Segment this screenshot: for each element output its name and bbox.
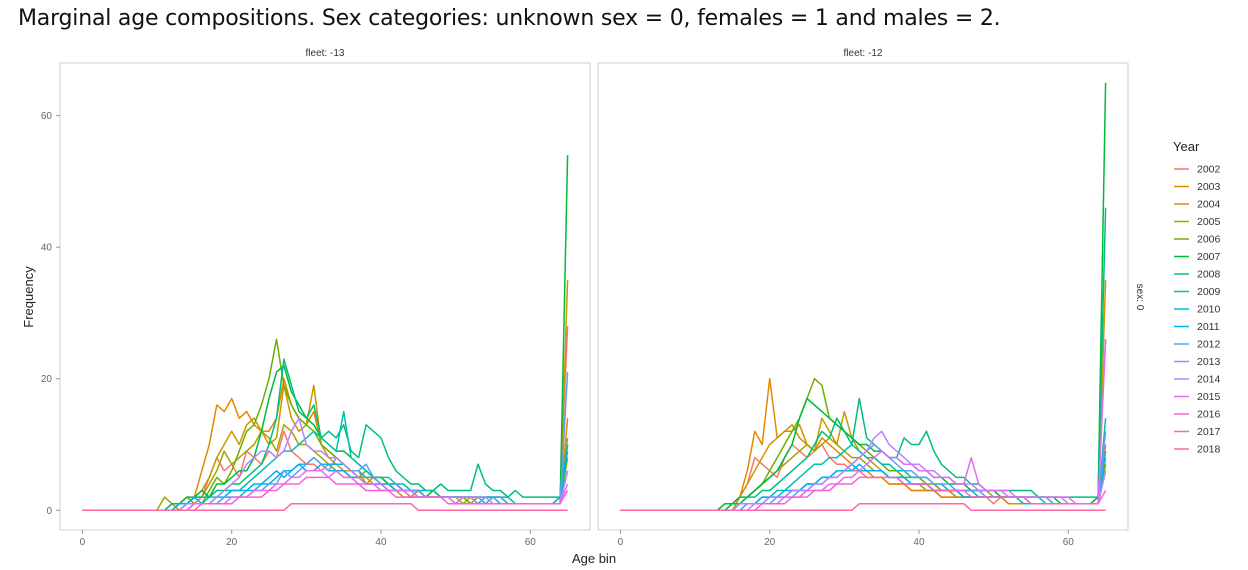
legend-entry-label: 2018 [1197,444,1221,456]
series-line-2002 [82,326,569,512]
legend-entry-label: 2002 [1197,164,1221,176]
panel-title: fleet: -12 [844,48,883,59]
panel-title: fleet: -13 [306,48,345,59]
x-tick-label: 20 [764,537,776,548]
series-line-2004 [82,280,569,512]
x-tick-label: 60 [525,537,537,548]
series-line-2007 [620,82,1107,512]
y-tick-label: 20 [41,374,53,385]
series-line-2004 [620,280,1107,512]
series-line-2014 [620,339,1107,512]
x-tick-label: 0 [618,537,624,548]
legend-entry-label: 2017 [1197,426,1221,438]
legend-entry-label: 2011 [1197,321,1220,333]
x-tick-label: 40 [913,537,925,548]
page-title: Marginal age compositions. Sex categorie… [18,6,1001,31]
legend-entry-label: 2006 [1197,234,1221,246]
legend-entry-label: 2013 [1197,356,1221,368]
series-line-2016 [620,502,1106,512]
x-tick-label: 60 [1063,537,1075,548]
legend-entry-label: 2010 [1197,304,1221,316]
x-axis-label: Age bin [572,551,616,566]
series-line-2002 [620,339,1107,512]
legend-entry-label: 2007 [1197,251,1221,263]
panel-border [597,62,1129,531]
y-tick-label: 40 [41,243,53,254]
y-tick-label: 0 [46,506,52,517]
x-tick-label: 40 [375,537,387,548]
series-line-2006 [82,338,569,512]
legend-entry-label: 2005 [1197,216,1221,228]
legend-entry-label: 2009 [1197,286,1221,298]
series-line-2008 [620,207,1107,512]
legend-title: Year [1173,139,1200,154]
legend-entry-label: 2008 [1197,269,1221,281]
panel-border [59,62,591,531]
strip-label-right: sex: 0 [1134,284,1145,311]
legend-entry-label: 2004 [1197,199,1221,211]
x-tick-label: 20 [226,537,238,548]
legend-entry-label: 2003 [1197,181,1221,193]
y-axis-label: Frequency [21,266,36,328]
series-line-2016 [82,502,568,512]
legend-entry-label: 2016 [1197,409,1221,421]
series-line-2007 [82,155,569,512]
series-line-2015 [620,476,1107,512]
legend-entry-label: 2014 [1197,374,1221,386]
series-line-2015 [82,476,569,512]
y-tick-label: 60 [41,111,53,122]
x-tick-label: 0 [80,537,86,548]
series-line-2008 [82,358,569,512]
series-line-2010 [82,456,569,512]
legend-entry-label: 2015 [1197,391,1221,403]
legend-entry-label: 2012 [1197,339,1221,351]
